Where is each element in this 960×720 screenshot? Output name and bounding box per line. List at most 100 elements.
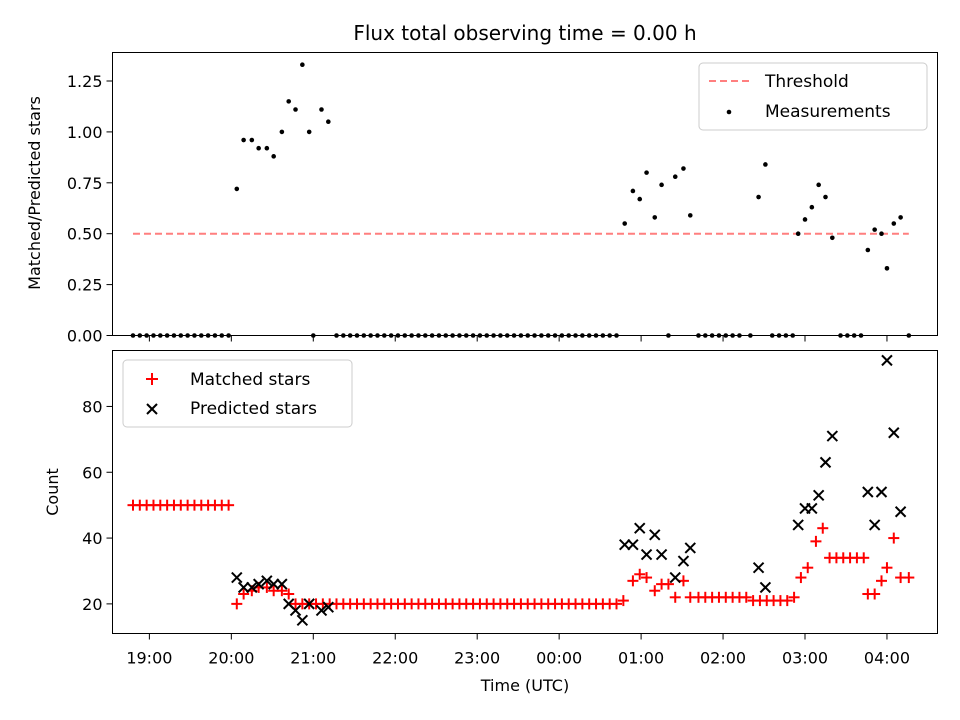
measurement-point: [319, 107, 324, 112]
measurement-point: [865, 247, 871, 253]
bottom-y-tick-label: 80: [82, 397, 102, 416]
predicted-star-marker: [649, 529, 661, 541]
predicted-star-marker: [819, 456, 832, 469]
top-panel: Flux total observing time = 0.00 h Match…: [25, 21, 938, 346]
top-y-ticks: 0.00 0.25 0.50 0.75 1.00 1.25: [67, 72, 113, 346]
top-y-tick-label: 1.00: [67, 123, 103, 142]
predicted-star-marker: [267, 578, 280, 590]
bottom-y-tick-label: 20: [82, 595, 102, 614]
predicted-star-marker: [619, 538, 631, 551]
measurement-point: [756, 194, 761, 200]
measurement-point: [879, 231, 884, 237]
bottom-x-tick-label: 00:00: [536, 649, 582, 668]
bottom-x-axis-label: Time (UTC): [480, 676, 569, 695]
predicted-star-marker: [806, 502, 818, 515]
measurement-point: [279, 129, 285, 135]
predicted-star-marker: [322, 601, 335, 613]
measurement-point: [241, 137, 246, 143]
top-y-tick-label: 1.25: [67, 72, 103, 91]
matched-star-marker: [276, 585, 288, 597]
predicted-star-marker: [826, 430, 839, 442]
bottom-y-ticks: 20 40 60 80: [82, 397, 113, 614]
predicted-star-marker: [231, 571, 243, 584]
predicted-star-marker: [289, 604, 302, 617]
bottom-x-tick-label: 21:00: [290, 649, 336, 668]
predicted-star-marker: [246, 581, 258, 594]
bottom-axes-frame: [112, 350, 938, 634]
measurement-point: [286, 99, 292, 104]
matched-star-marker: [802, 562, 814, 574]
matched-star-marker: [869, 588, 881, 600]
matched-star-marker: [810, 535, 822, 547]
measurement-point: [652, 215, 658, 220]
measurement-point: [763, 162, 768, 167]
measurement-point: [687, 213, 693, 218]
predicted-star-marker: [634, 522, 646, 534]
predicted-star-marker: [237, 581, 250, 594]
measurement-point: [637, 196, 643, 202]
top-y-axis-label: Matched/Predicted stars: [25, 96, 44, 290]
matched-star-marker: [223, 499, 235, 511]
bottom-x-tick-label: 04:00: [864, 649, 910, 668]
predicted-star-marker: [261, 575, 273, 587]
measurement-point: [681, 166, 686, 171]
bottom-x-tick-label: 01:00: [618, 649, 664, 668]
matched-star-marker: [231, 598, 243, 610]
measurement-point: [802, 217, 808, 222]
matched-star-marker: [649, 585, 661, 597]
matched-star-marker: [669, 591, 681, 603]
predicted-star-marker: [875, 486, 888, 498]
measurement-point: [306, 129, 312, 135]
predicted-star-marker: [759, 581, 772, 594]
measurement-point: [300, 62, 305, 68]
matched-star-marker: [740, 591, 752, 603]
matched-star-marker: [903, 572, 915, 584]
matched-star-marker: [634, 568, 646, 580]
predicted-star-marker: [669, 571, 681, 584]
predicted-star-marker: [640, 548, 653, 561]
measurement-point: [823, 194, 828, 200]
matched-star-marker: [888, 532, 900, 544]
matched-stars-points: [127, 499, 915, 610]
measurement-point: [271, 154, 276, 159]
bottom-y-tick-label: 40: [82, 529, 102, 548]
matched-star-marker: [795, 572, 807, 584]
bottom-x-tick-label: 22:00: [372, 649, 418, 668]
matched-star-marker: [627, 575, 639, 587]
predicted-star-marker: [677, 555, 690, 567]
legend-predicted-label: Predicted stars: [190, 399, 317, 419]
matched-star-marker: [875, 575, 887, 587]
top-y-tick-label: 0.00: [67, 327, 103, 346]
measurement-point: [884, 266, 890, 271]
predicted-star-marker: [252, 578, 265, 590]
predicted-star-marker: [862, 486, 874, 498]
bottom-legend-box: [122, 359, 353, 428]
measurement-point: [659, 182, 664, 188]
measurement-point: [622, 221, 628, 226]
measurement-point: [234, 186, 240, 192]
legend-threshold-label: Threshold: [764, 72, 849, 92]
matched-star-marker: [788, 591, 800, 603]
bottom-x-tick-label: 19:00: [126, 649, 172, 668]
predicted-star-marker: [315, 604, 328, 617]
matched-star-marker: [617, 595, 629, 607]
measurement-point: [293, 107, 298, 112]
predicted-star-marker: [894, 506, 907, 518]
measurement-point: [809, 204, 815, 210]
measurement-point: [891, 221, 897, 226]
top-y-tick-label: 0.75: [67, 174, 103, 193]
bottom-panel: Count Time (UTC) 20 40 60 80 19:00 20:00 21:0…: [43, 350, 938, 695]
measurement-point: [795, 231, 801, 237]
top-legend: Threshold Measurements: [698, 62, 928, 131]
predicted-star-marker: [684, 542, 696, 554]
top-x-ticks: [148, 335, 888, 342]
predicted-stars-points: [231, 354, 907, 627]
bottom-x-tick-label: 20:00: [208, 649, 254, 668]
measurement-point: [644, 170, 649, 175]
bottom-legend: Matched stars Predicted stars: [122, 359, 353, 428]
legend-matched-label: Matched stars: [190, 370, 310, 390]
legend-matched-swatch: [146, 373, 158, 385]
predicted-star-marker: [627, 538, 639, 551]
predicted-star-marker: [868, 519, 881, 531]
predicted-star-marker: [303, 598, 315, 610]
